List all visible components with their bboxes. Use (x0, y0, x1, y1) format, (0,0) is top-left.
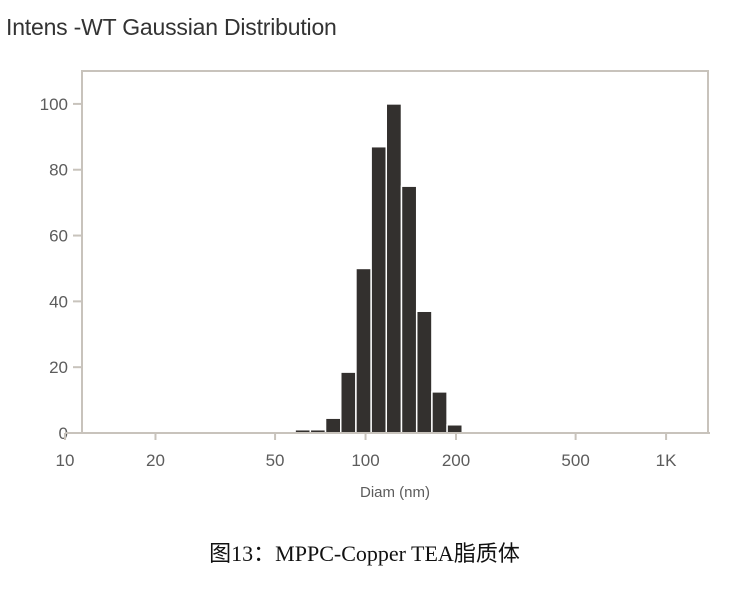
y-tick-label: 60 (49, 227, 68, 246)
histogram-bar (385, 103, 403, 434)
x-axis-label: Diam (nm) (360, 484, 430, 501)
histogram-bar (446, 424, 464, 434)
x-tick-label: 50 (266, 451, 285, 470)
figure-caption: 图13：MPPC-Copper TEA脂质体 (209, 541, 520, 566)
histogram-bar (400, 185, 418, 434)
histogram-bar (431, 391, 448, 434)
histogram-bar (415, 310, 433, 434)
chart-title: Intens -WT Gaussian Distribution (6, 14, 337, 40)
histogram-chart: 0 20 40 60 80 100 10 20 50 100 200 500 1K Diam (nm) (40, 70, 710, 501)
x-tick-label: 20 (146, 451, 165, 470)
y-tick-label: 40 (49, 292, 68, 311)
histogram-bar (340, 371, 357, 434)
y-tick-label: 20 (49, 358, 68, 377)
y-tick-label: 0 (59, 424, 68, 443)
histogram-bar (370, 145, 388, 434)
x-tick-label: 10 (56, 451, 75, 470)
y-axis: 0 20 40 60 80 100 (40, 95, 82, 443)
x-axis: 10 20 50 100 200 500 1K (56, 432, 710, 470)
bars-layer (294, 103, 464, 434)
x-tick-label: 500 (561, 451, 589, 470)
y-tick-label: 100 (40, 95, 68, 114)
histogram-bar (324, 417, 342, 434)
histogram-bar (355, 267, 372, 434)
x-tick-label: 100 (351, 451, 379, 470)
y-tick-label: 80 (49, 161, 68, 180)
x-tick-label: 200 (442, 451, 470, 470)
x-tick-label: 1K (656, 451, 677, 470)
